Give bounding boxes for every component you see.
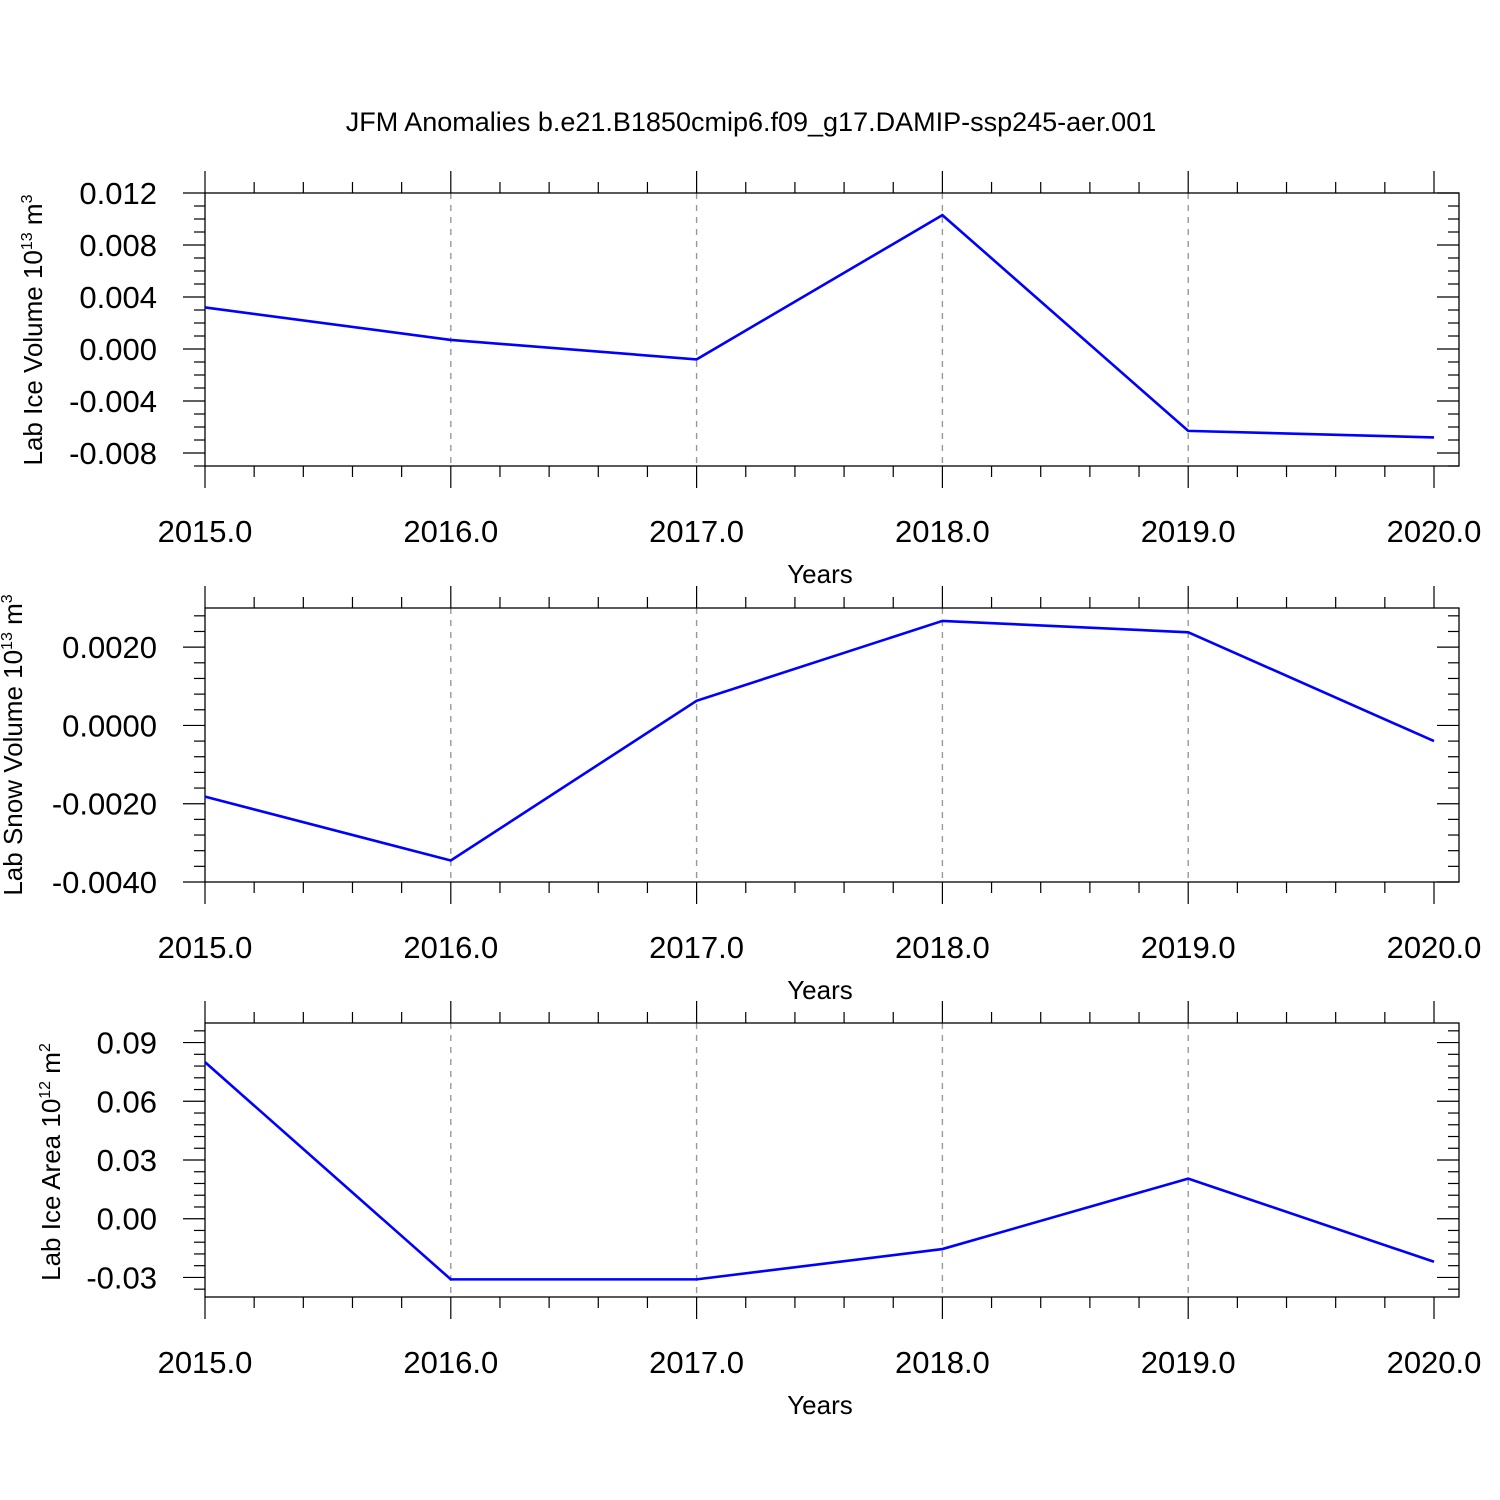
- y-axis-label: Lab Ice Area 1012 m2: [36, 1043, 66, 1281]
- plot-frame: [204, 1022, 1460, 1298]
- x-tick-label: 2016.0: [403, 930, 498, 965]
- x-tick-label: 2015.0: [158, 1345, 253, 1380]
- panels: 2015.0 2016.0 2017.0 2018.0 2019.0 2020.0 Year…: [0, 171, 1481, 1420]
- x-tick-label: 2017.0: [649, 514, 744, 549]
- y-tick-label: -0.0020: [52, 787, 157, 822]
- x-tick-label: 2018.0: [895, 1345, 990, 1380]
- x-tick-label: 2020.0: [1387, 1345, 1482, 1380]
- x-tick-label: 2016.0: [403, 514, 498, 549]
- y-tick-label: -0.03: [86, 1260, 157, 1295]
- y-tick-label: -0.008: [69, 436, 157, 471]
- series-line: [204, 1061, 1435, 1281]
- panel-1: 2015.0 2016.0 2017.0 2018.0 2019.0 2020.0 Year…: [18, 171, 1481, 589]
- x-axis-label: Years: [787, 1390, 853, 1420]
- x-tick-label: 2019.0: [1141, 514, 1236, 549]
- y-axis-label: Lab Snow Volume 1013 m3: [0, 594, 28, 895]
- y-tick-label: 0.09: [97, 1026, 157, 1061]
- y-tick-label: 0.000: [79, 332, 157, 367]
- x-tick-label: 2016.0: [403, 1345, 498, 1380]
- x-axis-label: Years: [787, 559, 853, 589]
- x-tick-label: 2019.0: [1141, 930, 1236, 965]
- series-line: [204, 619, 1435, 862]
- plot-frame: [204, 607, 1460, 883]
- y-tick-label: 0.0020: [62, 630, 157, 665]
- figure-title: JFM Anomalies b.e21.B1850cmip6.f09_g17.D…: [346, 107, 1156, 137]
- x-tick-label: 2017.0: [649, 1345, 744, 1380]
- y-tick-label: 0.008: [79, 228, 157, 263]
- x-axis-label: Years: [787, 975, 853, 1005]
- plot-frame: [204, 192, 1460, 467]
- x-tick-label: 2015.0: [158, 930, 253, 965]
- y-tick-label: -0.004: [69, 384, 157, 419]
- y-tick-label: 0.0000: [62, 708, 157, 743]
- y-axis-label: Lab Ice Volume 1013 m3: [18, 194, 48, 465]
- series-line: [204, 213, 1435, 439]
- x-tick-label: 2020.0: [1387, 930, 1482, 965]
- y-tick-label: 0.03: [97, 1143, 157, 1178]
- y-tick-label: 0.06: [97, 1084, 157, 1119]
- y-tick-label: 0.012: [79, 176, 157, 211]
- x-tick-label: 2018.0: [895, 930, 990, 965]
- y-tick-label: -0.0040: [52, 865, 157, 900]
- x-tick-label: 2018.0: [895, 514, 990, 549]
- y-tick-label: 0.00: [97, 1202, 157, 1237]
- x-tick-label: 2017.0: [649, 930, 744, 965]
- x-tick-label: 2020.0: [1387, 514, 1482, 549]
- x-tick-label: 2015.0: [158, 514, 253, 549]
- x-tick-label: 2019.0: [1141, 1345, 1236, 1380]
- panel-3: 2015.0 2016.0 2017.0 2018.0 2019.0 2020.0 Year…: [36, 1001, 1481, 1420]
- panel-2: 2015.0 2016.0 2017.0 2018.0 2019.0 2020.0 Year…: [0, 586, 1481, 1005]
- y-tick-label: 0.004: [79, 280, 157, 315]
